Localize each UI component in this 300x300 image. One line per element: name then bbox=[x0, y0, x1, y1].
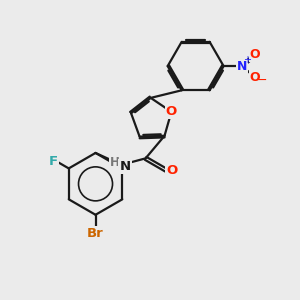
Text: F: F bbox=[49, 154, 58, 167]
Text: O: O bbox=[166, 105, 177, 118]
Text: N: N bbox=[237, 60, 247, 73]
Text: O: O bbox=[250, 48, 260, 62]
Text: O: O bbox=[250, 71, 260, 84]
Text: −: − bbox=[256, 74, 267, 87]
Text: H: H bbox=[110, 156, 120, 169]
Text: N: N bbox=[119, 160, 130, 173]
Text: O: O bbox=[166, 164, 177, 177]
Text: +: + bbox=[243, 55, 251, 64]
Text: Br: Br bbox=[87, 227, 104, 240]
